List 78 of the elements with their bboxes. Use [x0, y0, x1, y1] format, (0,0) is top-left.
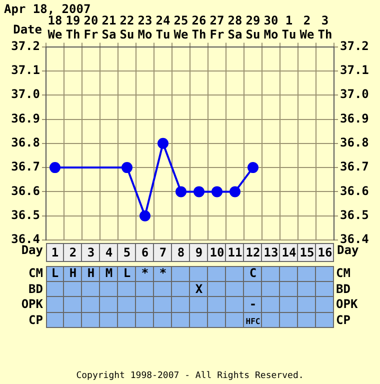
chart-title: Apr 18, 2007 — [4, 2, 91, 16]
point — [158, 138, 168, 149]
y2-tick-label: 37.2 — [340, 38, 369, 53]
point — [248, 162, 258, 174]
text: - — [249, 297, 257, 311]
x2-tick-label: 3 — [87, 245, 95, 260]
y-tick-label: 36.9 — [11, 111, 40, 126]
point — [50, 162, 60, 174]
text: HFC — [246, 316, 260, 326]
x-tick-label: 2 We — [300, 13, 314, 42]
y2-tick-label: 37.1 — [340, 63, 369, 78]
x-tick-label: 21 Sa — [102, 13, 116, 42]
x2-tick-label: 8 — [177, 245, 185, 260]
point — [122, 162, 132, 174]
text: * — [159, 266, 167, 280]
y2-tick-label: 37.0 — [340, 87, 369, 102]
text: OPK — [336, 297, 358, 312]
x2-tick-label: 16 — [318, 245, 332, 260]
x-tick-label: 26 Th — [192, 13, 206, 42]
x2-tick-label: 9 — [195, 245, 203, 260]
text: BD — [336, 282, 350, 297]
point — [176, 186, 186, 198]
text: OPK — [21, 297, 43, 311]
x-tick-label: 27 Fr — [210, 13, 224, 42]
x-tick-label: 28 Sa — [228, 13, 242, 42]
text: L — [51, 266, 59, 280]
point — [212, 186, 222, 198]
y2-tick-label: 36.8 — [340, 136, 369, 150]
x-tick-label: 1 Tu — [282, 13, 296, 42]
x2-tick-label: 13 — [264, 245, 278, 260]
point — [140, 210, 150, 222]
x-tick-label: 22 Su — [120, 13, 134, 42]
text: H — [69, 266, 77, 280]
x2-tick-label: 5 — [123, 245, 131, 260]
x2-tick-label: 4 — [105, 245, 113, 260]
text: * — [141, 266, 149, 280]
y-tick-label: 37.0 — [11, 87, 40, 102]
y2-tick-label: 36.5 — [340, 208, 369, 222]
x-tick-label: 20 Fr — [84, 13, 98, 42]
x-tick-label: 19 Th — [66, 13, 80, 42]
x2-tick-label: 11 — [228, 245, 242, 260]
x2-tick-label: 6 — [141, 245, 149, 260]
y-tick-label: 36.5 — [11, 208, 40, 222]
y-tick-label: 37.1 — [11, 63, 40, 78]
x-tick-label: 24 Tu — [156, 13, 170, 42]
text: L — [123, 266, 131, 280]
y-tick-label: 37.2 — [11, 38, 40, 53]
x2-tick-label: 1 — [51, 245, 59, 260]
text: C — [249, 266, 257, 280]
text: Copyright 1998-2007 - All Rights Reserved. — [75, 371, 305, 381]
y-tick-label: 36.7 — [11, 160, 40, 174]
x-tick-label: 25 We — [174, 13, 188, 42]
x2-tick-label: 7 — [159, 245, 167, 260]
text: M — [105, 266, 113, 280]
y2-tick-label: 36.7 — [340, 160, 369, 174]
text: CP — [336, 312, 350, 328]
x2-tick-label: 12 — [246, 245, 260, 260]
text: H — [87, 266, 95, 280]
x-tick-label: 23 Mo — [138, 13, 152, 42]
text: BD — [28, 282, 43, 296]
x-tick-label: 30 Mo — [264, 13, 278, 42]
point — [230, 186, 240, 198]
y-tick-label: 36.6 — [11, 184, 40, 198]
y2-tick-label: 36.9 — [340, 111, 369, 126]
x-tick-label: 29 Su — [246, 13, 260, 42]
point — [194, 186, 204, 198]
text: X — [195, 282, 203, 296]
text: CM — [336, 266, 350, 282]
x2-tick-label: 15 — [300, 245, 314, 260]
text: CP — [28, 312, 43, 326]
x-axis-title: Date — [13, 22, 42, 37]
x2-tick-label: 2 — [69, 245, 77, 260]
x2-tick-label: 14 — [282, 245, 296, 260]
y-tick-label: 36.8 — [11, 136, 40, 150]
text: CM — [28, 266, 43, 280]
x-tick-label: 3 Th — [318, 13, 332, 42]
x2-tick-label: 10 — [210, 245, 224, 260]
y2-tick-label: 36.6 — [340, 184, 369, 198]
